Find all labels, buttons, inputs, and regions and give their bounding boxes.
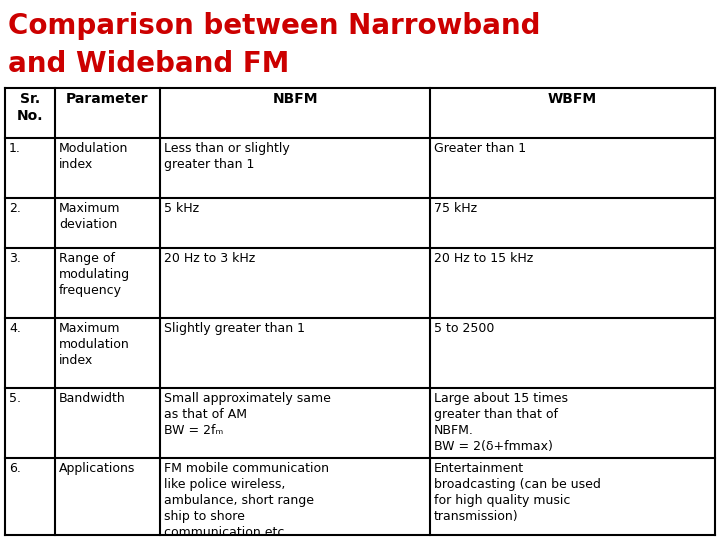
Text: 2.: 2.	[9, 202, 21, 215]
Text: Entertainment
broadcasting (can be used
for high quality music
transmission): Entertainment broadcasting (can be used …	[434, 462, 601, 523]
Text: Greater than 1: Greater than 1	[434, 142, 526, 155]
Text: 5.: 5.	[9, 392, 21, 405]
Text: Sr.
No.: Sr. No.	[17, 92, 43, 123]
Text: 20 Hz to 15 kHz: 20 Hz to 15 kHz	[434, 252, 534, 265]
Text: Bandwidth: Bandwidth	[59, 392, 126, 405]
Text: Maximum
modulation
index: Maximum modulation index	[59, 322, 130, 367]
Text: Less than or slightly
greater than 1: Less than or slightly greater than 1	[164, 142, 289, 171]
Text: Maximum
deviation: Maximum deviation	[59, 202, 120, 231]
Text: FM mobile communication
like police wireless,
ambulance, short range
ship to sho: FM mobile communication like police wire…	[164, 462, 329, 539]
Text: Modulation
index: Modulation index	[59, 142, 128, 171]
Text: and Wideband FM: and Wideband FM	[8, 50, 289, 78]
Text: 5 to 2500: 5 to 2500	[434, 322, 495, 335]
Text: 75 kHz: 75 kHz	[434, 202, 477, 215]
Text: 5 kHz: 5 kHz	[164, 202, 199, 215]
Text: 4.: 4.	[9, 322, 21, 335]
Text: Small approximately same
as that of AM
BW = 2fₘ: Small approximately same as that of AM B…	[164, 392, 331, 437]
Text: 20 Hz to 3 kHz: 20 Hz to 3 kHz	[164, 252, 256, 265]
Text: Comparison between Narrowband: Comparison between Narrowband	[8, 12, 541, 40]
Text: 3.: 3.	[9, 252, 21, 265]
Text: 6.: 6.	[9, 462, 21, 475]
Text: Range of
modulating
frequency: Range of modulating frequency	[59, 252, 130, 297]
Text: NBFM: NBFM	[272, 92, 318, 106]
Text: Large about 15 times
greater than that of
NBFM.
BW = 2(δ+fmmax): Large about 15 times greater than that o…	[434, 392, 568, 453]
Text: 1.: 1.	[9, 142, 21, 155]
Text: Parameter: Parameter	[66, 92, 149, 106]
Text: WBFM: WBFM	[548, 92, 597, 106]
Text: Applications: Applications	[59, 462, 135, 475]
Text: Slightly greater than 1: Slightly greater than 1	[164, 322, 305, 335]
